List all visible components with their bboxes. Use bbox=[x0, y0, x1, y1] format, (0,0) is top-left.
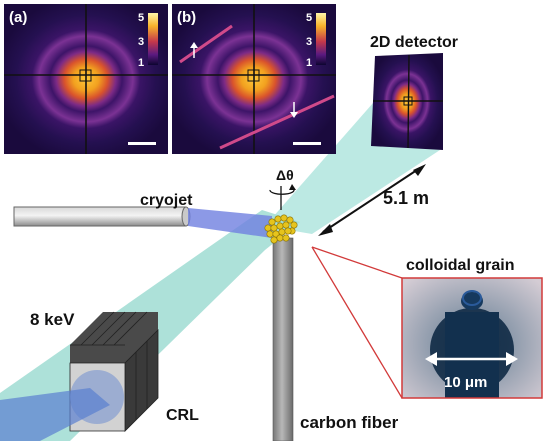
grain-scale-arrow bbox=[425, 352, 518, 366]
distance-label: 5.1 m bbox=[383, 188, 429, 208]
colorbar-b-tick-5: 5 bbox=[306, 12, 312, 24]
detector-2d bbox=[371, 53, 443, 150]
colloidal-grain bbox=[264, 214, 298, 244]
scale-bar-b bbox=[293, 142, 321, 145]
grain-inset-callout bbox=[311, 246, 403, 399]
detector-label: 2D detector bbox=[370, 34, 458, 51]
grain-title: colloidal grain bbox=[406, 257, 514, 274]
rotation-axis-icon bbox=[269, 184, 296, 210]
cryojet-label: cryojet bbox=[140, 192, 193, 209]
cryojet-stream bbox=[188, 208, 272, 238]
colorbar-a-tick-5: 5 bbox=[138, 12, 144, 24]
carbon-fiber bbox=[273, 238, 293, 441]
diffraction-panel-a bbox=[4, 4, 168, 154]
distance-arrow bbox=[318, 164, 426, 236]
grain-scale-label: 10 μm bbox=[444, 374, 487, 391]
panel-a-label: (a) bbox=[9, 9, 27, 26]
colorbar-b-tick-3: 3 bbox=[306, 36, 312, 48]
colorbar-a bbox=[148, 13, 158, 65]
scale-bar-a bbox=[128, 142, 156, 145]
diffraction-panel-b bbox=[172, 4, 336, 154]
rotation-label: Δθ bbox=[276, 167, 294, 183]
cryojet-nozzle bbox=[13, 206, 191, 227]
energy-label: 8 keV bbox=[30, 310, 75, 329]
fiber-label: carbon fiber bbox=[300, 413, 399, 432]
colorbar-a-tick-1: 1 bbox=[138, 57, 144, 69]
colorbar-a-tick-3: 3 bbox=[138, 36, 144, 48]
incident-beam bbox=[0, 388, 110, 441]
grain-micrograph bbox=[401, 277, 543, 399]
colorbar-b-tick-1: 1 bbox=[306, 57, 312, 69]
colorbar-b bbox=[316, 13, 326, 65]
panel-b-label: (b) bbox=[177, 9, 196, 26]
crl-label: CRL bbox=[166, 407, 199, 424]
